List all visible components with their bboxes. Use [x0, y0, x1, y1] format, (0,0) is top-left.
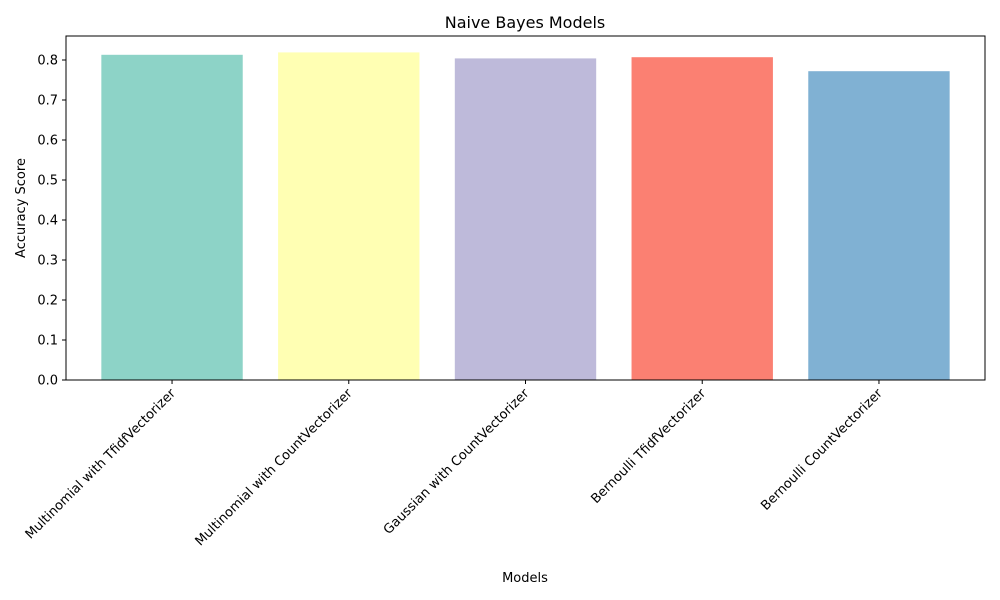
bar-5 — [808, 71, 950, 380]
bar-3 — [454, 58, 597, 381]
y-tick-label: 0.3 — [37, 254, 58, 269]
y-tick-label: 0.0 — [37, 374, 58, 389]
bars-group — [101, 52, 950, 381]
y-tick-label: 0.7 — [37, 94, 58, 109]
y-tick-label: 0.5 — [37, 174, 58, 189]
y-axis-ticks: 0.0 0.1 0.2 0.3 0.4 0.5 0.6 0.7 0.8 — [37, 54, 66, 389]
bar-4 — [631, 57, 773, 380]
chart-title: Naive Bayes Models — [445, 13, 606, 32]
bar-1 — [101, 54, 243, 381]
y-tick-label: 0.6 — [37, 134, 58, 149]
bar-2 — [278, 52, 420, 381]
y-axis-label: Accuracy Score — [14, 158, 29, 258]
y-tick-label: 0.8 — [37, 54, 58, 69]
plot-frame — [65, 35, 986, 381]
y-tick-label: 0.2 — [37, 294, 58, 309]
x-axis-label: Models — [502, 571, 548, 586]
y-tick-label: 0.1 — [37, 334, 58, 349]
y-tick-label: 0.4 — [37, 214, 58, 229]
